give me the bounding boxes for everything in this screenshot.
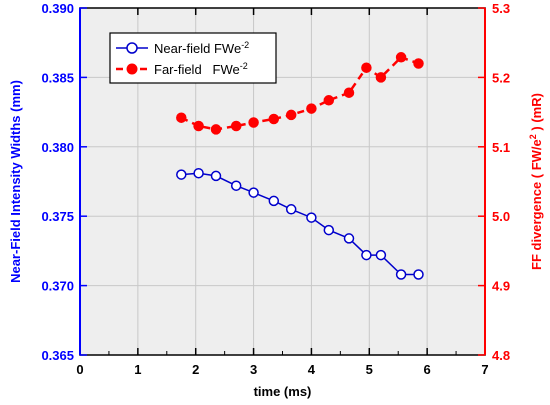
- legend-near-field-label: Near-field FWe-2: [154, 40, 249, 56]
- y-axis-left-title: Near-Field Intensity Widths (mm): [8, 80, 23, 283]
- y-right-tick-label: 5.2: [492, 70, 510, 85]
- y-axis-right-title-prefix: FF divergence ( FW/e: [529, 139, 544, 270]
- far-field-point: [176, 112, 187, 123]
- y-left-tick-label: 0.385: [41, 70, 74, 85]
- near-field-point: [375, 249, 387, 261]
- near-field-point: [395, 269, 407, 280]
- x-axis-title: time (ms): [254, 384, 312, 399]
- series-layer: [176, 52, 424, 280]
- legend: Near-field FWe-2 Far-field FWe-2: [109, 32, 277, 84]
- x-tick-label: 6: [424, 362, 431, 377]
- far-field-point: [230, 120, 242, 132]
- near-field-point: [248, 187, 259, 198]
- far-field-point: [306, 103, 317, 114]
- x-tick-label: 5: [366, 362, 373, 377]
- near-field-point: [268, 195, 280, 207]
- x-tick-label: 2: [192, 362, 199, 377]
- near-field-point: [285, 204, 297, 215]
- y-right-tick-label: 4.8: [492, 348, 510, 363]
- near-field-point: [323, 224, 335, 236]
- near-field-point: [343, 233, 355, 244]
- far-field-point: [343, 87, 355, 98]
- legend-far-field-label: Far-field FWe-2: [154, 61, 248, 77]
- far-field-point: [395, 52, 407, 63]
- y-left-tick-label: 0.365: [41, 348, 74, 363]
- y-right-tick-label: 4.9: [492, 279, 510, 294]
- x-tick-label: 0: [76, 362, 83, 377]
- far-field-point: [375, 72, 387, 83]
- far-field-point: [361, 62, 372, 73]
- legend-item-far-field: Far-field FWe-2: [116, 61, 248, 77]
- y-left-tick-label: 0.375: [41, 209, 74, 224]
- y-left-tick-label: 0.380: [41, 140, 74, 155]
- y-left-tick-label: 0.390: [41, 1, 74, 16]
- near-field-point: [230, 180, 242, 191]
- legend-item-near-field: Near-field FWe-2: [116, 40, 249, 56]
- far-field-point: [323, 95, 335, 106]
- x-tick-label: 4: [308, 362, 316, 377]
- near-field-point: [306, 212, 317, 223]
- near-field-point: [210, 170, 222, 182]
- axes: 0 1 2 3 4 5 6 7 0.365 0.370 0.375 0.380 0.385 0.390 4.…: [41, 1, 510, 377]
- far-field-point: [268, 113, 280, 125]
- legend-far-field-name: Far-field FWe: [154, 62, 240, 77]
- near-field-point: [193, 167, 204, 179]
- far-field-point: [248, 117, 259, 128]
- legend-near-field-name: Near-field FWe: [154, 41, 241, 56]
- legend-near-field-superscript: -2: [241, 40, 249, 50]
- y-right-tick-label: 5.0: [492, 209, 510, 224]
- far-field-point: [285, 109, 297, 121]
- y-axis-right-title-superscript: 2: [528, 134, 538, 139]
- y-right-tick-label: 5.3: [492, 1, 510, 16]
- legend-far-field-marker: [126, 63, 138, 75]
- y-axis-right-title-suffix: ) (mR): [529, 93, 544, 134]
- y-right-tick-label: 5.1: [492, 140, 510, 155]
- y-axis-right-title: FF divergence ( FW/e2 ) (mR): [528, 93, 544, 270]
- legend-near-field-marker: [126, 42, 138, 54]
- near-field-point: [361, 249, 372, 261]
- near-field-point: [413, 269, 424, 280]
- legend-far-field-superscript: -2: [240, 61, 248, 71]
- far-field-point: [193, 120, 204, 132]
- x-tick-label: 1: [134, 362, 141, 377]
- far-field-point: [413, 58, 424, 69]
- far-field-point: [210, 124, 222, 135]
- legend-box: [109, 32, 277, 84]
- x-tick-label: 7: [481, 362, 488, 377]
- near-field-point: [176, 169, 187, 180]
- x-tick-label: 3: [250, 362, 257, 377]
- y-left-tick-label: 0.370: [41, 279, 74, 294]
